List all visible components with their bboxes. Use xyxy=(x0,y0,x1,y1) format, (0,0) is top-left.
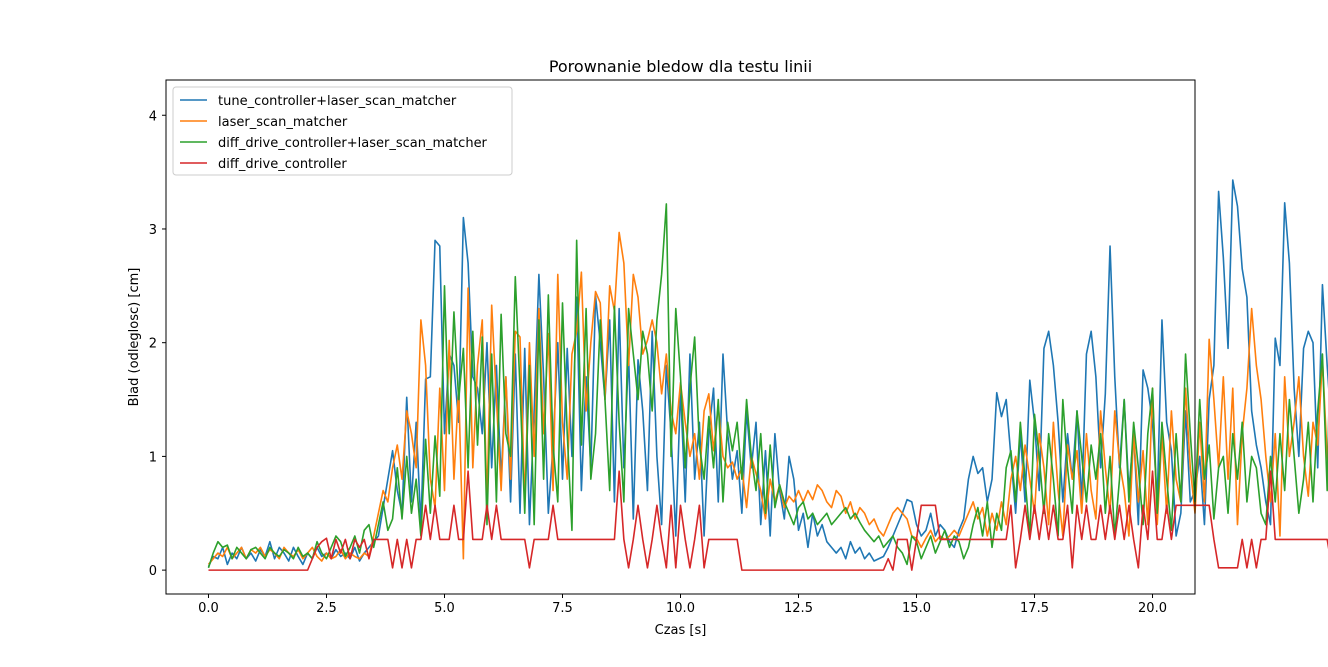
x-tick-label: 17.5 xyxy=(1020,601,1049,616)
y-tick-label: 3 xyxy=(149,223,157,238)
series-line-2 xyxy=(207,203,1328,569)
y-tick-label: 0 xyxy=(149,564,157,579)
x-axis: 0.0 2.5 5.0 7.5 10.0 12.5 15.0 17.5 20.0 xyxy=(198,594,1167,616)
chart-title: Porownanie bledow dla testu linii xyxy=(549,57,812,76)
legend: tune_controller+laser_scan_matcher laser_… xyxy=(172,86,513,176)
y-axis: 0 1 2 3 4 xyxy=(149,109,166,579)
legend-label-0: tune_controller+laser_scan_matcher xyxy=(218,94,457,109)
y-tick-label: 4 xyxy=(149,109,157,124)
x-tick-label: 10.0 xyxy=(666,601,695,616)
legend-label-2: diff_drive_controller+laser_scan_matcher xyxy=(218,136,488,151)
y-tick-label: 1 xyxy=(149,450,157,465)
x-tick-label: 20.0 xyxy=(1138,601,1167,616)
legend-label-1: laser_scan_matcher xyxy=(218,115,348,130)
x-tick-label: 12.5 xyxy=(784,601,813,616)
x-tick-label: 7.5 xyxy=(552,601,573,616)
x-tick-label: 2.5 xyxy=(316,601,337,616)
x-tick-label: 0.0 xyxy=(198,601,219,616)
series-line-3 xyxy=(208,470,1328,571)
y-tick-label: 2 xyxy=(149,337,157,352)
x-tick-label: 5.0 xyxy=(434,601,455,616)
legend-label-3: diff_drive_controller xyxy=(218,157,347,172)
x-tick-label: 15.0 xyxy=(902,601,931,616)
legend-box xyxy=(172,86,513,176)
y-axis-label: Blad (odleglosc) [cm] xyxy=(127,268,142,407)
x-axis-label: Czas [s] xyxy=(655,623,707,638)
series-layer xyxy=(207,179,1328,571)
